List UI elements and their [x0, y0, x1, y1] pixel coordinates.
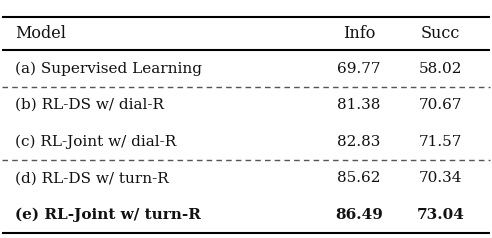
Text: (c) RL-Joint w/ dial-R: (c) RL-Joint w/ dial-R: [15, 134, 176, 149]
Text: (b) RL-DS w/ dial-R: (b) RL-DS w/ dial-R: [15, 98, 164, 112]
Text: 70.34: 70.34: [419, 171, 462, 185]
Text: 69.77: 69.77: [338, 62, 381, 75]
Text: 85.62: 85.62: [338, 171, 381, 185]
Text: (d) RL-DS w/ turn-R: (d) RL-DS w/ turn-R: [15, 171, 168, 185]
Text: Succ: Succ: [421, 25, 460, 42]
Text: (a) Supervised Learning: (a) Supervised Learning: [15, 61, 202, 76]
Text: 71.57: 71.57: [419, 135, 462, 149]
Text: 70.67: 70.67: [419, 98, 462, 112]
Text: Info: Info: [343, 25, 375, 42]
Text: 81.38: 81.38: [338, 98, 381, 112]
Text: 82.83: 82.83: [338, 135, 381, 149]
Text: Model: Model: [15, 25, 66, 42]
Text: (e) RL-Joint w/ turn-R: (e) RL-Joint w/ turn-R: [15, 208, 201, 222]
Text: 58.02: 58.02: [419, 62, 462, 75]
Text: 73.04: 73.04: [416, 208, 464, 222]
Text: 86.49: 86.49: [335, 208, 383, 222]
